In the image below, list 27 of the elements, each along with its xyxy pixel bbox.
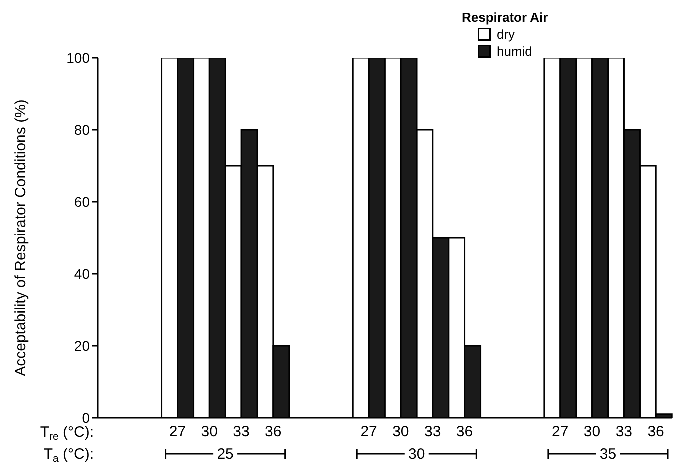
x-tick-label: 36 xyxy=(456,424,474,441)
legend-label: humid xyxy=(497,44,532,59)
text: T$_{re}$ (°C): xyxy=(40,424,94,443)
x-tick-label: 30 xyxy=(392,424,410,441)
legend-title: Respirator Air xyxy=(462,10,548,25)
y-tick-label: 40 xyxy=(74,266,90,282)
text: 30 xyxy=(408,446,426,463)
x-tick-label: 36 xyxy=(648,424,664,441)
y-tick-label: 0 xyxy=(82,410,90,426)
y-tick-label: 80 xyxy=(74,122,90,138)
x-tick-label: 33 xyxy=(424,424,442,441)
y-tick-label: 20 xyxy=(74,338,90,354)
x-tick-label: 27 xyxy=(169,424,186,441)
x-tick-label: 27 xyxy=(552,424,569,441)
text: T$_{a}$ (°C): xyxy=(44,446,94,465)
legend-label: dry xyxy=(497,27,516,42)
x-tick-label: 33 xyxy=(233,424,250,441)
x-tick-label: 30 xyxy=(201,424,218,441)
x-tick-label: 33 xyxy=(616,424,633,441)
y-tick-label: 100 xyxy=(66,50,90,66)
y-axis-title: Acceptability of Respirator Conditions (%) xyxy=(12,100,30,376)
text: 35 xyxy=(600,446,617,463)
text: 25 xyxy=(217,446,234,463)
y-tick-label: 60 xyxy=(74,194,90,210)
x-tick-label: 30 xyxy=(584,424,601,441)
x-tick-label: 36 xyxy=(265,424,282,441)
x-tick-label: 27 xyxy=(360,424,378,441)
